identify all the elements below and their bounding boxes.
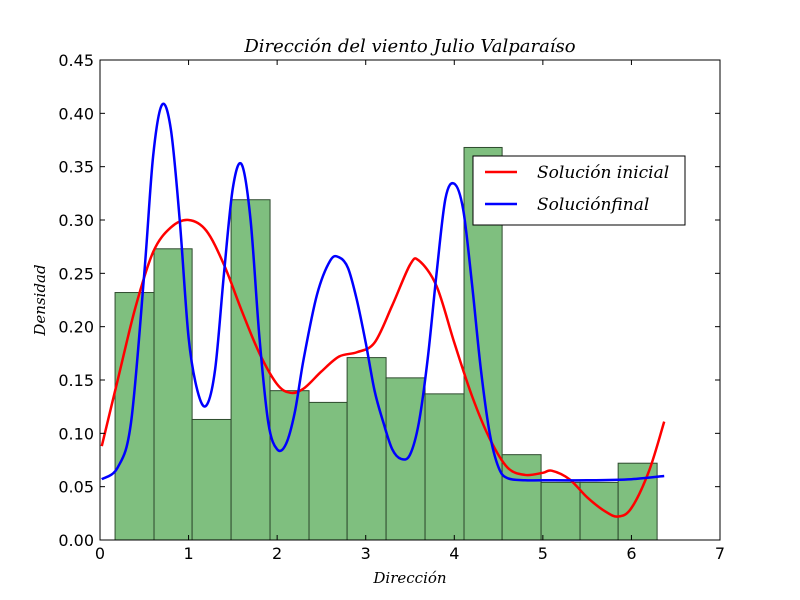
x-tick-label: 3 (361, 544, 371, 563)
histogram-bar (114, 292, 155, 541)
y-tick-label: 0.30 (58, 211, 94, 230)
y-tick-label: 0.00 (58, 531, 94, 550)
plot-frame (99, 59, 721, 541)
histogram-bar (540, 481, 581, 541)
x-tick-label: 0 (95, 544, 105, 563)
histogram-bar (191, 418, 232, 541)
legend-label-solucion-inicial: Solución inicial (537, 163, 669, 183)
histogram-bar (153, 248, 193, 541)
y-tick-label: 0.10 (58, 424, 94, 443)
histogram-bar (617, 462, 658, 541)
x-tick-label: 7 (715, 544, 725, 563)
histogram-bar (424, 393, 465, 541)
x-axis-label: Dirección (372, 569, 446, 587)
chart-title: Dirección del viento Julio Valparaíso (243, 36, 575, 57)
histogram-bar (269, 390, 310, 541)
x-tick-label: 5 (538, 544, 548, 563)
density-lines (100, 102, 666, 518)
x-tick-label: 2 (272, 544, 282, 563)
axis-ticks: 0 1 2 3 4 5 6 7 0.00 0.05 0.10 0.15 0.20 0.25 0.30 0.35… (58, 51, 725, 563)
legend: Solución inicial Soluciónfinal (472, 155, 686, 226)
legend-label-solucion-final: Soluciónfinal (537, 195, 649, 215)
histogram-bar (579, 481, 619, 541)
y-tick-label: 0.40 (58, 104, 94, 123)
y-tick-label: 0.45 (58, 51, 94, 70)
series-line-solucion-final (101, 102, 665, 482)
y-tick-label: 0.20 (58, 318, 94, 337)
x-tick-label: 4 (449, 544, 459, 563)
histogram-bars (114, 146, 658, 541)
histogram-bar (385, 377, 426, 541)
y-tick-label: 0.25 (58, 264, 94, 283)
y-tick-label: 0.15 (58, 371, 94, 390)
legend-box (472, 155, 686, 226)
histogram-bar (230, 199, 271, 541)
histogram-bar (308, 401, 348, 541)
histogram-bar (346, 357, 387, 541)
x-tick-label: 1 (183, 544, 193, 563)
y-tick-label: 0.05 (58, 478, 94, 497)
y-tick-label: 0.35 (58, 158, 94, 177)
series-line-solucion-inicial (100, 218, 666, 518)
y-axis-label: Densidad (31, 264, 49, 336)
x-tick-label: 6 (626, 544, 636, 563)
